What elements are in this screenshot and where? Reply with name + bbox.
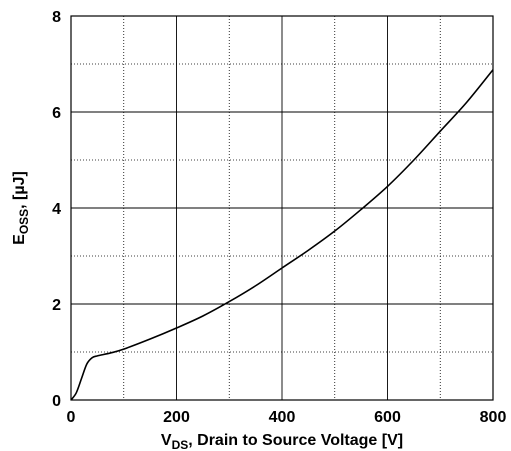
plot-frame [70,15,494,401]
x-tick-label: 0 [67,409,76,426]
y-tick-labels: 0 2 4 6 8 [52,9,61,410]
x-tick-label: 400 [269,409,296,426]
x-tick-labels: 0 200 400 600 800 [67,409,507,426]
y-tick-label: 2 [52,297,61,314]
y-tick-label: 8 [52,9,61,26]
y-tick-label: 4 [52,201,61,218]
x-tick-label: 200 [163,409,190,426]
x-axis-label: VDS, Drain to Source Voltage [V] [161,432,403,451]
y-tick-label: 6 [52,105,61,122]
y-axis-label: EOSS, [µJ] [11,171,31,245]
grid [70,15,494,401]
series-line [70,69,494,401]
y-tick-label: 0 [52,393,61,410]
x-tick-label: 600 [374,409,401,426]
x-tick-label: 800 [480,409,507,426]
series-curve [70,69,494,401]
